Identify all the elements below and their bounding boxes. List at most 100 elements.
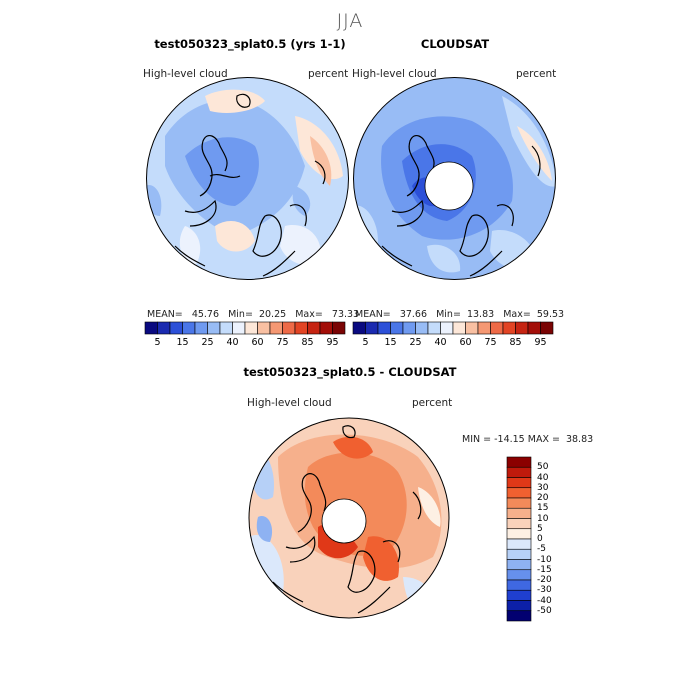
colorbar-tick-label: 15 [176, 337, 189, 348]
diff-colorbar-swatch [506, 507, 532, 519]
diff-stats: MIN = -14.15 MAX = 38.83 [462, 434, 594, 445]
colorbar-swatch [390, 321, 404, 335]
colorbar-tick-label: 40 [434, 337, 447, 348]
colorbar-swatch [257, 321, 271, 335]
model-mean-label: MEAN= [147, 309, 183, 320]
colorbar-swatch [332, 321, 346, 335]
diff-colorbar-swatch [506, 466, 532, 478]
diff-colorbar-tick-label: -20 [537, 575, 552, 585]
model-max-value: 73.33 [331, 309, 360, 320]
colorbar-swatch [144, 321, 158, 335]
colorbar-tick-label: 25 [409, 337, 422, 348]
diff-colorbar-tick-label: 10 [537, 513, 549, 524]
obs-mean-label: MEAN= [355, 309, 391, 320]
colorbar-tick-label: 75 [484, 337, 497, 348]
diff-colorbar-swatch [506, 589, 532, 601]
obs-min-value: 13.83 [466, 309, 495, 320]
colorbar-swatch [415, 321, 429, 335]
colorbar-swatch [194, 321, 208, 335]
diff-colorbar-labels: 50 40 30 20 15 10 5 0 -5 -10 -15 -20 -30 -40 -50 [537, 457, 567, 621]
diff-colorbar-swatch [506, 477, 532, 489]
colorbar-tick-label: 15 [384, 337, 397, 348]
colorbar-swatch [452, 321, 466, 335]
diff-colorbar-tick-label: 5 [537, 523, 543, 534]
model-units-label: percent [308, 68, 349, 80]
model-min-label: Min= [228, 309, 253, 320]
diff-colorbar-swatch [506, 497, 532, 509]
obs-min-label: Min= [436, 309, 461, 320]
diff-variable-label: High-level cloud [247, 397, 332, 409]
diff-polar-map [248, 417, 450, 619]
obs-max-value: 59.53 [536, 309, 565, 320]
colorbar-swatch [465, 321, 479, 335]
diff-colorbar-tick-label: -10 [537, 554, 552, 565]
model-polar-map [146, 77, 349, 280]
colorbar-tick-label: 5 [154, 337, 161, 348]
diff-colorbar-tick-label: 20 [537, 493, 549, 503]
colorbar-swatch [244, 321, 258, 335]
colorbar-tick-label: 95 [326, 337, 339, 348]
model-stats: MEAN= 45.76 Min= 20.25 Max= 73.33 [147, 309, 359, 320]
colorbar-tick-label: 95 [534, 337, 547, 348]
model-colorbar [144, 321, 346, 335]
colorbar-swatch [527, 321, 541, 335]
diff-colorbar-swatch [506, 600, 532, 612]
diff-colorbar-tick-label: 15 [537, 503, 549, 514]
colorbar-swatch [440, 321, 454, 335]
colorbar-swatch [219, 321, 233, 335]
colorbar-swatch [352, 321, 366, 335]
colorbar-tick-label: 40 [226, 337, 239, 348]
diff-colorbar-tick-label: 0 [537, 534, 543, 544]
diff-colorbar-swatch [506, 456, 532, 468]
colorbar-swatch [282, 321, 296, 335]
obs-mean-value: 37.66 [399, 309, 428, 320]
colorbar-tick-label: 85 [509, 337, 522, 348]
colorbar-swatch [377, 321, 391, 335]
diff-colorbar-tick-label: -15 [537, 564, 552, 575]
colorbar-tick-label: 85 [301, 337, 314, 348]
diff-colorbar-tick-label: -30 [537, 585, 552, 596]
diff-colorbar-swatch [506, 548, 532, 560]
diff-colorbar-tick-label: -5 [537, 544, 546, 555]
colorbar-tick-label: 60 [459, 337, 472, 348]
colorbar-tick-label: 60 [251, 337, 264, 348]
colorbar-swatch [490, 321, 504, 335]
model-variable-label: High-level cloud [143, 68, 228, 80]
diff-colorbar-tick-label: 50 [537, 462, 549, 473]
obs-variable-label: High-level cloud [352, 68, 437, 80]
diff-colorbar-tick-label: 40 [537, 472, 549, 483]
colorbar-swatch [515, 321, 529, 335]
model-mean-value: 45.76 [191, 309, 220, 320]
obs-polar-map [353, 77, 556, 280]
colorbar-swatch [269, 321, 283, 335]
diff-colorbar-swatch [506, 569, 532, 581]
model-max-label: Max= [295, 309, 323, 320]
diff-colorbar-swatch [506, 579, 532, 591]
colorbar-swatch [294, 321, 308, 335]
colorbar-swatch [402, 321, 416, 335]
colorbar-swatch [427, 321, 441, 335]
model-colorbar-labels: 5 15 25 40 60 75 85 95 [145, 337, 345, 351]
colorbar-tick-label: 75 [276, 337, 289, 348]
diff-colorbar-swatch [506, 559, 532, 571]
obs-panel-title: CLOUDSAT [420, 37, 490, 51]
diff-colorbar-tick-label: -40 [537, 595, 552, 606]
colorbar-swatch [477, 321, 491, 335]
obs-colorbar [352, 321, 554, 335]
diff-colorbar-swatch [506, 518, 532, 530]
model-panel-title: test050323_splat0.5 (yrs 1-1) [154, 37, 346, 51]
figure-title: JJA [336, 10, 364, 32]
diff-colorbar-swatch [506, 528, 532, 540]
diff-colorbar-swatch [506, 538, 532, 550]
obs-stats: MEAN= 37.66 Min= 13.83 Max= 59.53 [355, 309, 564, 320]
obs-units-label: percent [516, 68, 557, 80]
colorbar-swatch [157, 321, 171, 335]
colorbar-swatch [182, 321, 196, 335]
colorbar-swatch [232, 321, 246, 335]
colorbar-swatch [540, 321, 554, 335]
colorbar-swatch [502, 321, 516, 335]
colorbar-swatch [307, 321, 321, 335]
colorbar-swatch [169, 321, 183, 335]
diff-colorbar-swatch [506, 610, 532, 622]
diff-colorbar-tick-label: 30 [537, 482, 549, 493]
